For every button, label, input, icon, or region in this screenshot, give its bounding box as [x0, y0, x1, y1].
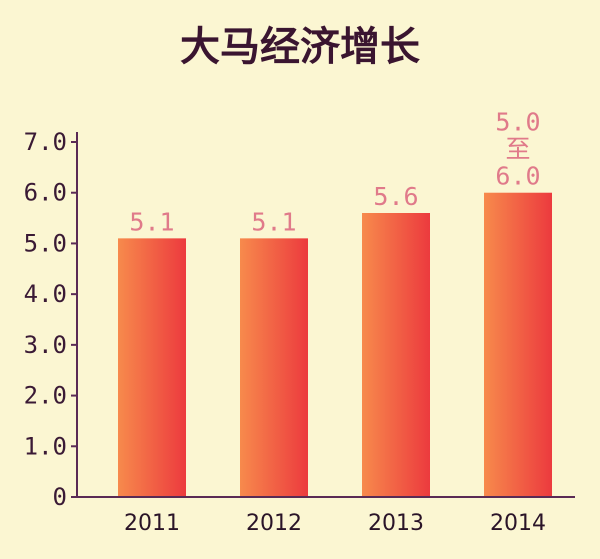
y-tick-label: 7.0 [24, 128, 67, 156]
y-tick-label: 1.0 [24, 432, 67, 460]
x-tick-label: 2013 [368, 511, 424, 536]
bars [118, 192, 552, 497]
bar [484, 192, 552, 497]
y-tick-label: 0 [53, 483, 67, 511]
bar [118, 238, 186, 497]
data-label: 至 [505, 135, 530, 164]
y-axis: 0 1.0 2.0 3.0 4.0 5.0 6.0 7.0 [24, 128, 78, 511]
x-axis: 2011 2012 2013 2014 [77, 496, 575, 536]
data-label: 5.0 [495, 108, 540, 137]
data-labels: 5.1 5.1 5.6 5.0至6.0 [129, 108, 540, 237]
data-label: 5.1 [251, 207, 296, 236]
x-tick-label: 2012 [246, 511, 302, 536]
y-tick-label: 6.0 [24, 179, 67, 207]
x-tick-label: 2011 [124, 511, 180, 536]
bar [362, 213, 430, 497]
y-tick-label: 5.0 [24, 229, 67, 257]
y-tick-label: 3.0 [24, 331, 67, 359]
data-label: 5.6 [373, 182, 418, 211]
chart-title: 大马经济增长 [180, 24, 420, 70]
y-tick-label: 4.0 [24, 280, 67, 308]
y-tick-label: 2.0 [24, 382, 67, 410]
data-label: 5.1 [129, 207, 174, 236]
bar [240, 238, 308, 497]
data-label: 6.0 [495, 162, 540, 191]
x-tick-label: 2014 [490, 511, 546, 536]
